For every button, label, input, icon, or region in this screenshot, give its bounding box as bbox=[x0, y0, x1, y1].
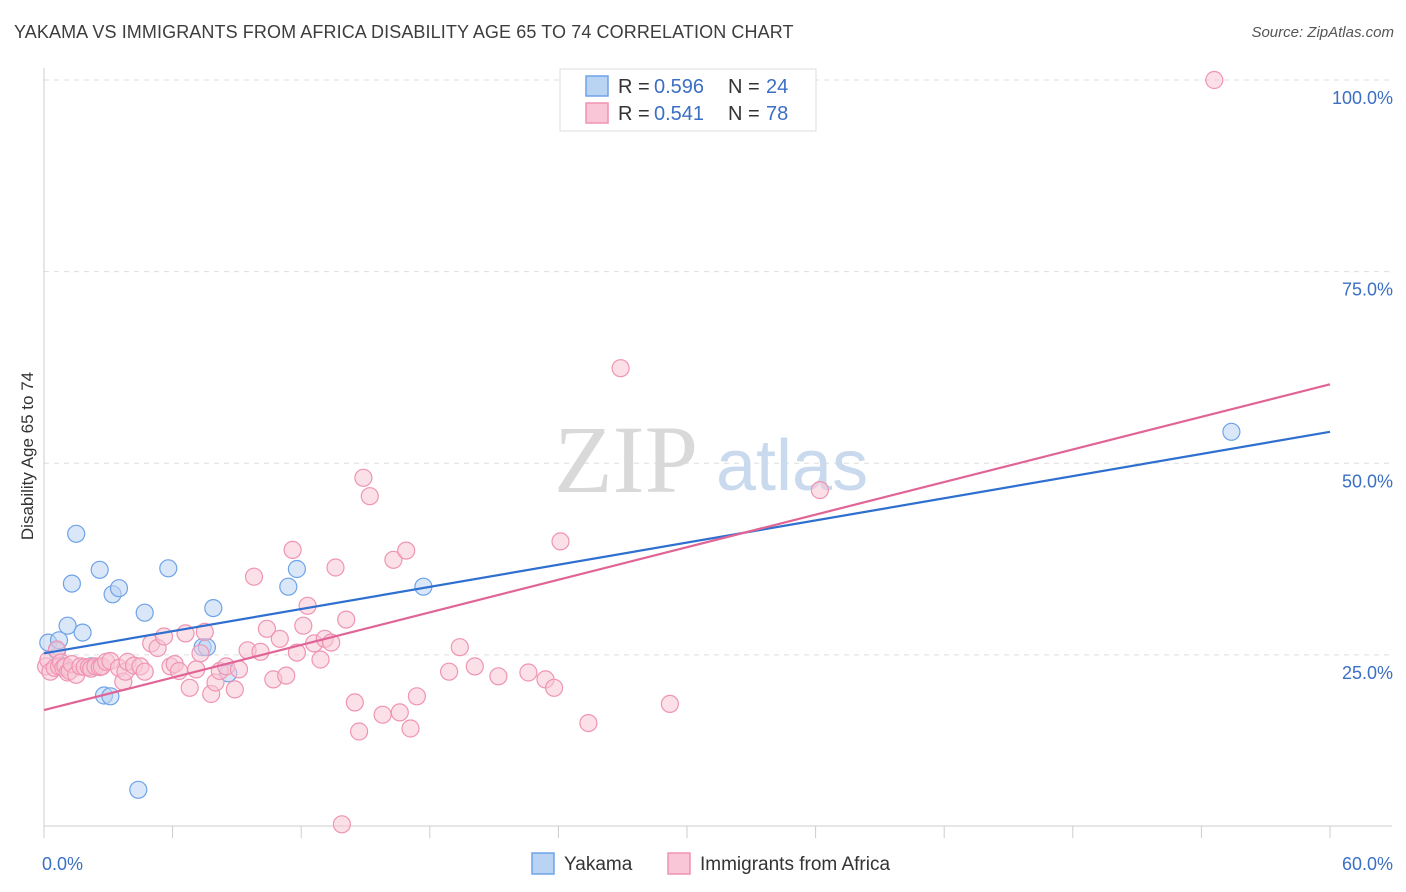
axes bbox=[43, 68, 1392, 838]
legend-swatch-africa bbox=[585, 102, 609, 124]
point-africa-44 bbox=[225, 680, 244, 699]
series-legend-label-africa: Immigrants from Africa bbox=[700, 854, 890, 875]
point-africa-78 bbox=[519, 663, 538, 682]
point-africa-72 bbox=[401, 719, 420, 738]
legend-n-label-2: N = bbox=[728, 103, 760, 125]
point-africa-80 bbox=[544, 678, 564, 697]
point-yakama-18 bbox=[204, 598, 223, 618]
point-africa-39 bbox=[195, 622, 214, 642]
point-africa-64 bbox=[345, 693, 364, 712]
point-africa-38 bbox=[191, 644, 210, 663]
point-yakama-3 bbox=[58, 616, 77, 635]
point-africa-51 bbox=[270, 629, 289, 648]
point-africa-73 bbox=[407, 687, 426, 706]
point-africa-69 bbox=[384, 550, 403, 569]
series-legend-swatch-yakama bbox=[531, 852, 555, 875]
point-yakama-14 bbox=[135, 603, 154, 622]
correlation-legend: R = 0.596 N = 24 R = 0.541 N = 78 bbox=[559, 68, 817, 132]
point-africa-83 bbox=[611, 359, 630, 378]
point-africa-65 bbox=[350, 722, 369, 741]
point-africa-53 bbox=[283, 540, 302, 560]
legend-r-value-2: 0.541 bbox=[654, 103, 704, 125]
point-africa-36 bbox=[180, 678, 199, 697]
point-africa-75 bbox=[450, 638, 469, 657]
point-africa-47 bbox=[244, 567, 264, 586]
point-africa-74 bbox=[440, 662, 459, 681]
y-tick-label-0: 25.0% bbox=[1342, 663, 1393, 683]
point-africa-62 bbox=[332, 815, 351, 834]
point-africa-52 bbox=[277, 666, 296, 685]
point-yakama-12 bbox=[109, 579, 129, 598]
point-africa-49 bbox=[257, 619, 276, 638]
point-yakama-15 bbox=[159, 559, 178, 578]
y-axis-label: Disability Age 65 to 74 bbox=[18, 372, 37, 540]
series-legend: Yakama Immigrants from Africa bbox=[531, 852, 890, 875]
point-africa-82 bbox=[579, 713, 598, 733]
series-legend-label-yakama: Yakama bbox=[564, 854, 633, 875]
point-africa-58 bbox=[311, 650, 330, 669]
point-yakama-6 bbox=[73, 623, 92, 642]
watermark-zip: ZIP bbox=[554, 406, 698, 513]
point-africa-66 bbox=[354, 468, 373, 487]
trend-lines bbox=[43, 383, 1331, 712]
point-africa-71 bbox=[397, 541, 416, 560]
legend-n-value-2: 78 bbox=[766, 103, 788, 125]
y-tick-label-1: 50.0% bbox=[1342, 471, 1393, 491]
x-tick-label-0: 0.0% bbox=[42, 854, 83, 874]
point-africa-54 bbox=[287, 643, 306, 662]
point-yakama-20 bbox=[279, 577, 298, 596]
trend-line-yakama bbox=[43, 430, 1331, 655]
x-tick-labels: 0.0% 60.0% bbox=[42, 854, 1393, 874]
point-africa-77 bbox=[489, 667, 508, 686]
gridlines bbox=[44, 79, 1392, 656]
point-africa-67 bbox=[360, 487, 379, 506]
watermark: ZIP atlas bbox=[554, 406, 868, 513]
y-tick-label-2: 75.0% bbox=[1342, 280, 1393, 300]
watermark-atlas: atlas bbox=[716, 426, 868, 506]
point-africa-45 bbox=[229, 660, 249, 679]
point-yakama-8 bbox=[90, 560, 109, 579]
trend-line-africa bbox=[43, 383, 1331, 712]
point-africa-70 bbox=[390, 703, 409, 722]
point-africa-76 bbox=[465, 657, 484, 676]
point-yakama-10 bbox=[101, 687, 120, 706]
point-africa-86 bbox=[1205, 70, 1224, 90]
data-points bbox=[36, 70, 1241, 834]
chart-title: YAKAMA VS IMMIGRANTS FROM AFRICA DISABIL… bbox=[14, 22, 794, 42]
legend-swatch-yakama bbox=[585, 75, 609, 97]
point-yakama-21 bbox=[287, 559, 306, 579]
y-tick-label-3: 100.0% bbox=[1332, 88, 1393, 108]
point-africa-63 bbox=[337, 610, 356, 629]
legend-r-label-1: R = bbox=[618, 76, 650, 98]
x-tick-label-1: 60.0% bbox=[1342, 854, 1393, 874]
point-yakama-4 bbox=[62, 574, 82, 593]
point-yakama-5 bbox=[67, 524, 86, 543]
source-label: Source: ZipAtlas.com bbox=[1251, 24, 1394, 41]
point-africa-81 bbox=[551, 532, 570, 551]
point-yakama-23 bbox=[1222, 422, 1241, 441]
point-africa-84 bbox=[660, 694, 680, 714]
legend-n-label-1: N = bbox=[728, 76, 760, 98]
point-yakama-13 bbox=[129, 780, 148, 799]
series-legend-swatch-africa bbox=[667, 852, 691, 875]
legend-n-value-1: 24 bbox=[766, 76, 788, 98]
point-africa-85 bbox=[810, 481, 830, 500]
point-africa-61 bbox=[326, 558, 345, 577]
point-africa-68 bbox=[373, 705, 392, 724]
legend-r-value-1: 0.596 bbox=[654, 76, 704, 98]
y-tick-labels: 25.0% 50.0% 75.0% 100.0% bbox=[1332, 88, 1393, 683]
point-africa-28 bbox=[135, 662, 154, 681]
legend-r-label-2: R = bbox=[618, 103, 650, 125]
point-africa-55 bbox=[294, 616, 313, 635]
